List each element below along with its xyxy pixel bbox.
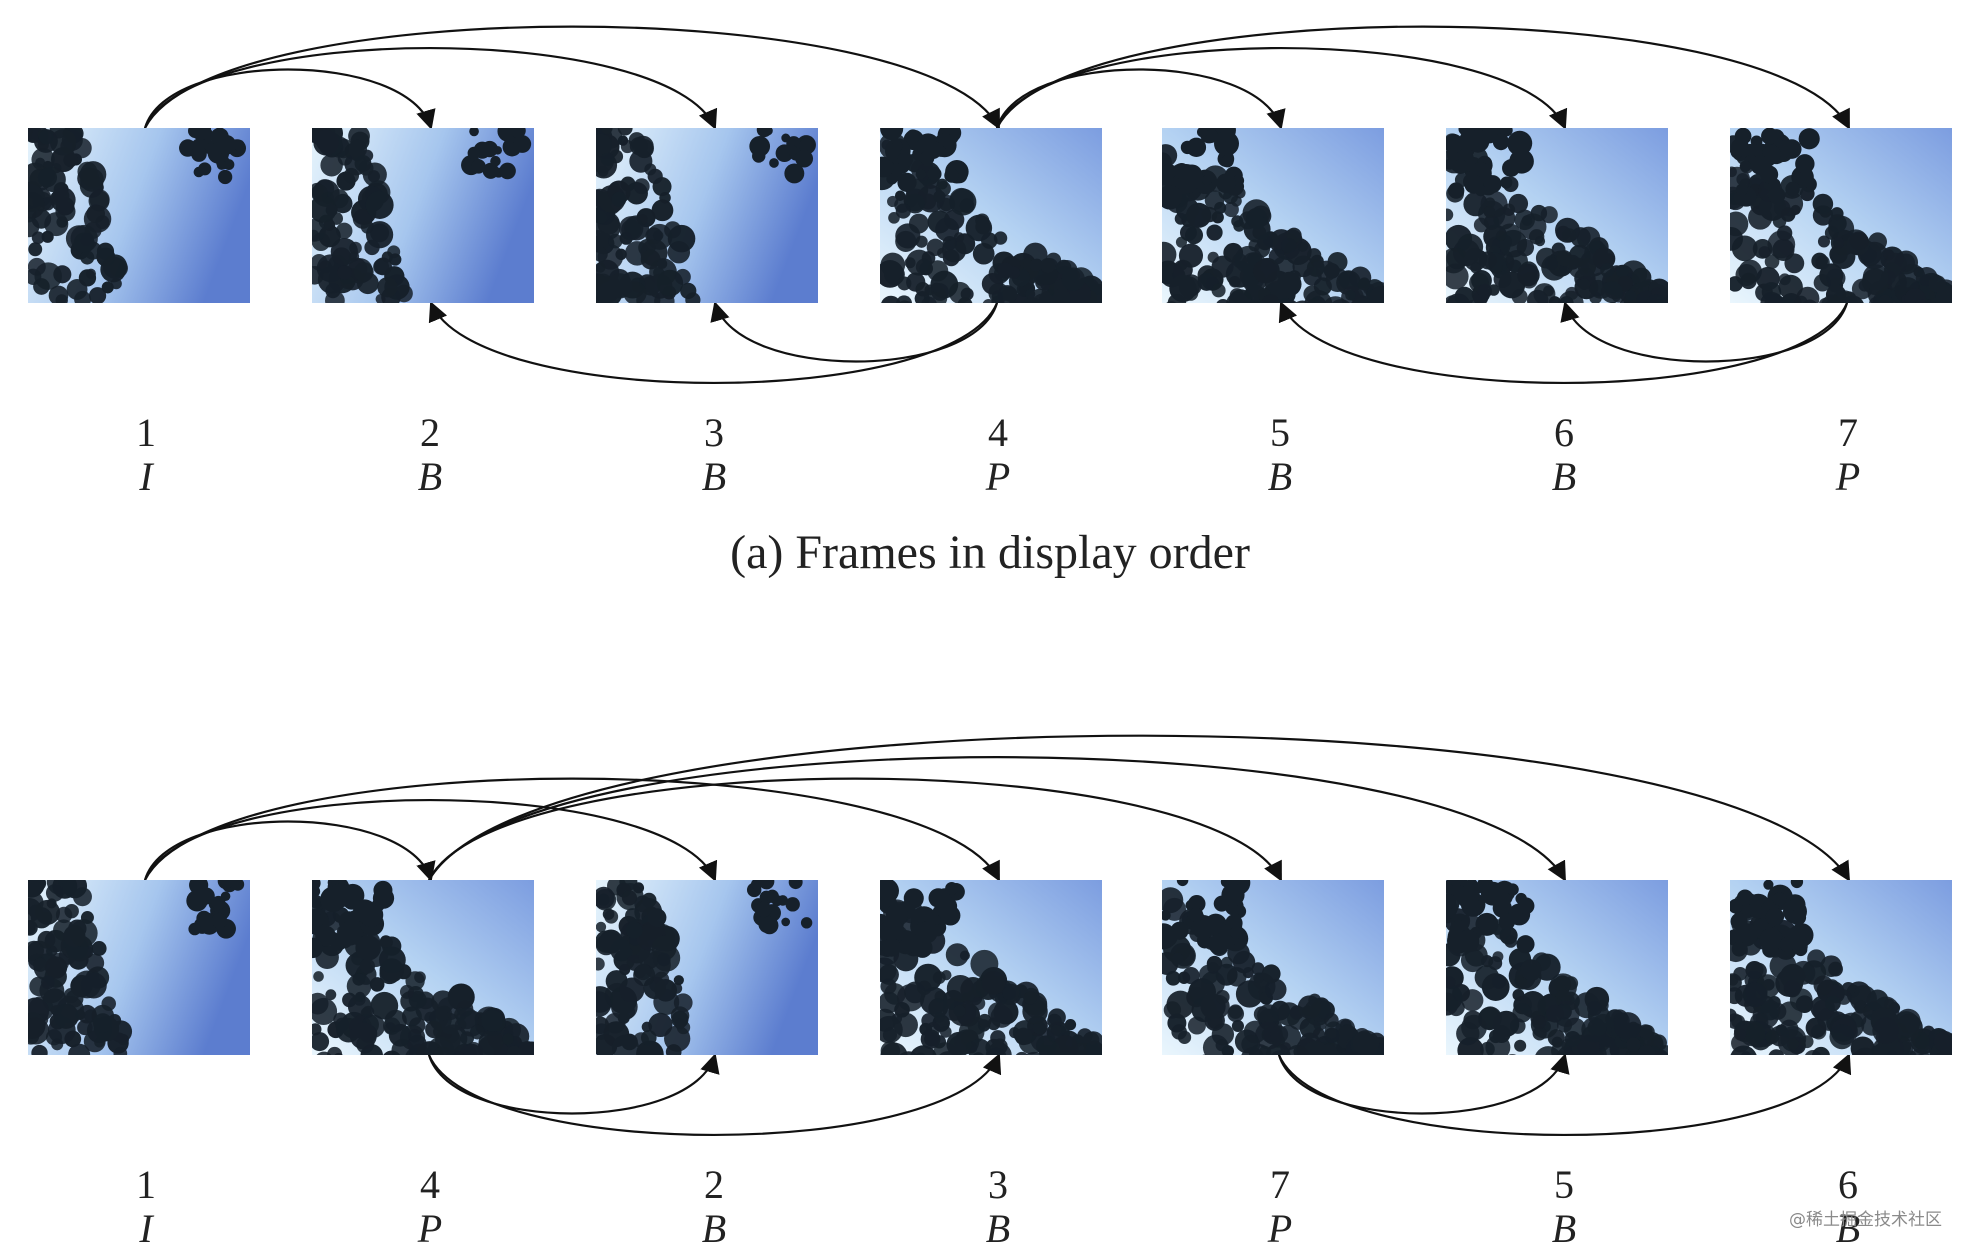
frame-number-b-5: 7 <box>1270 1162 1290 1207</box>
frame-type-b-3: B <box>702 1206 726 1250</box>
reference-arrow-a-1-to-4 <box>144 25 1000 130</box>
frame-a-1 <box>28 128 250 303</box>
reference-arrow-b-5-to-7 <box>1277 1053 1852 1136</box>
frame-type-a-6: B <box>1552 454 1576 499</box>
reference-arrow-b-2-to-3 <box>427 1053 720 1115</box>
reference-arrows-b <box>143 734 1852 1136</box>
frame-number-b-3: 2 <box>704 1162 724 1207</box>
frame-a-3 <box>596 128 818 303</box>
frame-type-b-6: B <box>1552 1206 1576 1250</box>
frame-number-b-6: 5 <box>1554 1162 1574 1207</box>
frame-type-b-2: P <box>417 1206 442 1250</box>
frame-number-a-7: 7 <box>1838 410 1858 455</box>
frame-a-5 <box>1162 128 1384 303</box>
reference-arrow-a-4-to-2 <box>428 301 999 384</box>
reference-arrow-b-1-to-2 <box>143 820 436 882</box>
reference-arrow-b-1-to-4 <box>144 777 1000 882</box>
frame-type-b-4: B <box>986 1206 1010 1250</box>
reference-arrow-a-4-to-6 <box>995 47 1568 130</box>
frame-type-b-7: B <box>1836 1206 1860 1250</box>
reference-arrow-a-4-to-7 <box>996 25 1850 130</box>
frame-b-1 <box>28 880 250 1055</box>
frame-b-5 <box>1162 880 1384 1055</box>
frame-number-a-1: 1 <box>136 410 156 455</box>
frame-number-b-1: 1 <box>136 1162 156 1207</box>
frame-b-2 <box>312 880 534 1055</box>
frame-number-a-5: 5 <box>1270 410 1290 455</box>
frame-a-7 <box>1730 128 1952 303</box>
frame-a-4 <box>880 128 1102 303</box>
frame-b-6 <box>1446 880 1668 1055</box>
frame-type-a-2: B <box>418 454 442 499</box>
frame-a-2 <box>312 128 534 303</box>
frame-number-a-4: 4 <box>988 410 1008 455</box>
watermark: @稀土掘金技术社区 <box>1789 1210 1942 1230</box>
frame-number-b-2: 4 <box>420 1162 440 1207</box>
frame-number-a-6: 6 <box>1554 410 1574 455</box>
frame-type-b-5: P <box>1267 1206 1292 1250</box>
frame-type-a-3: B <box>702 454 726 499</box>
reference-arrow-b-2-to-4 <box>427 1053 1002 1136</box>
frames-row-a <box>28 128 1952 303</box>
frame-type-a-7: P <box>1835 454 1860 499</box>
frame-type-a-4: P <box>985 454 1010 499</box>
frame-number-a-3: 3 <box>704 410 724 455</box>
frame-number-b-7: 6 <box>1838 1162 1858 1207</box>
reference-arrow-b-5-to-6 <box>1277 1053 1570 1115</box>
frame-type-b-1: I <box>138 1206 154 1250</box>
reference-arrow-a-1-to-3 <box>143 47 718 130</box>
frame-a-6 <box>1446 128 1668 303</box>
frame-b-3 <box>596 880 818 1055</box>
frame-type-a-1: I <box>138 454 154 499</box>
panel-a-caption: (a) Frames in display order <box>730 526 1250 579</box>
frame-number-b-4: 3 <box>988 1162 1008 1207</box>
reference-arrows-a <box>143 25 1850 384</box>
frame-type-a-5: B <box>1268 454 1292 499</box>
reference-arrow-a-4-to-5 <box>995 68 1286 130</box>
reference-arrow-a-7-to-6 <box>1560 301 1849 363</box>
reference-arrow-b-2-to-5 <box>428 777 1282 882</box>
reference-arrow-b-2-to-6 <box>428 756 1566 882</box>
reference-arrow-a-1-to-2 <box>143 68 436 130</box>
frame-b-4 <box>880 880 1102 1055</box>
reference-arrow-a-4-to-3 <box>710 301 999 363</box>
frame-number-a-2: 2 <box>420 410 440 455</box>
reference-arrow-a-7-to-5 <box>1278 301 1849 384</box>
reference-arrow-b-1-to-3 <box>143 799 718 882</box>
frames-row-b <box>28 880 1952 1055</box>
reference-arrow-b-2-to-7 <box>428 734 1851 882</box>
frame-b-7 <box>1730 880 1952 1055</box>
